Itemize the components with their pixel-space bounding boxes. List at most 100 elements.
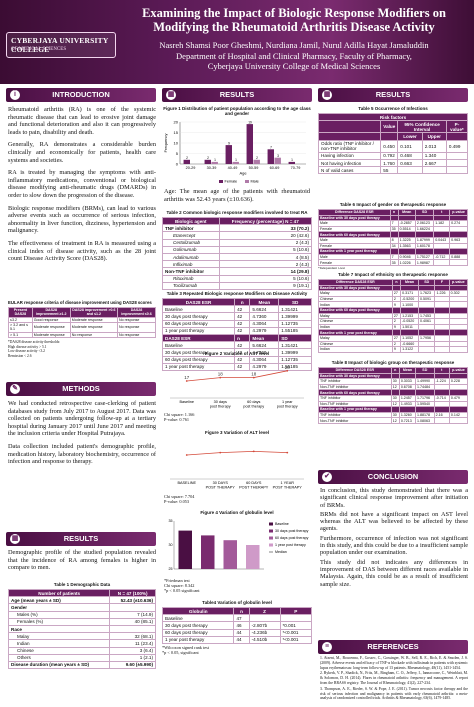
eular-table: Present DAS28 DAS28 improvement ≥1.2 DAS28… (8, 307, 156, 339)
table-row: Non-TNF inhibitor 12 0.7213 1.08063 (318, 417, 469, 424)
intro-p3: RA is treated by managing the symptoms w… (8, 169, 156, 199)
legend-swatch (219, 180, 223, 183)
bar-male (211, 161, 218, 164)
table-header-cell: n (233, 606, 250, 616)
table-cell (445, 158, 469, 168)
eular-notes: *DAS28 disease activity thresholds: High … (8, 340, 156, 358)
intro-p4: Biologic response modifiers (BRMs), can … (8, 204, 156, 235)
table-cell: 42 (234, 341, 251, 350)
table-cell: No response (117, 331, 156, 339)
table-cell: 5.6624 (249, 305, 280, 314)
table-cell: 0.3033 (398, 378, 417, 385)
table-cell: 2.013 (421, 139, 447, 153)
table-cell: Indian (7, 639, 111, 648)
table-cell: 1 year post therapy (161, 635, 235, 644)
biologic-group-response-table: Difference DAS28 ESR n Mean SD t p-value Base… (318, 367, 469, 424)
bar-value-label: 2 (186, 156, 188, 160)
table-row: Baseline with 60 days post therapy (318, 307, 469, 314)
table-cell: 52.43 (±10.636) (109, 596, 156, 605)
table-row: TNF inhibitor 30 1.3260 1.88178 2.16 0.142 (318, 411, 469, 419)
table-row: Baseline 42 5.6624 1.31421 (161, 341, 312, 350)
legend-label: 30 days post therapy (275, 529, 309, 533)
note-line: High disease activity > 5.1 (8, 344, 47, 349)
table-cell: 14 (29.8) (218, 267, 313, 276)
table-cell: Age (mean years ± SD) (7, 596, 111, 605)
table-header-cell: p-value (448, 279, 469, 286)
table-cell: SD (278, 333, 312, 343)
gender-response-table: Difference DAS28 ESR n Mean SD t p-value Base… (318, 209, 468, 266)
table-cell: 27 (391, 312, 402, 320)
table-header-cell (317, 132, 382, 141)
table-cell: 47 (233, 614, 250, 623)
table-cell (445, 166, 469, 175)
bar-male (274, 157, 281, 164)
x-tick-label: POST THERAPY (273, 486, 303, 490)
fig4-notes: *Friedman test Chi square: 8.342 *p < 0.05… (164, 578, 244, 594)
table-cell: Indian (318, 346, 393, 353)
table-cell (448, 417, 469, 424)
biologic-agents-table: Biologic agent Frequency (percentage) N =… (162, 216, 313, 290)
table-cell: 27 (391, 334, 402, 342)
table-header-cell: Number of patients (7, 588, 111, 598)
table-header-cell: DAS28 improvement >0.6 and ≤1.2 (69, 307, 119, 318)
table-cell: Infliximab (162, 260, 220, 269)
table-cell: Moderate response (69, 322, 119, 333)
table-cell: 46 (233, 621, 250, 630)
table-cell (448, 301, 469, 308)
table-cell (448, 340, 469, 348)
table-row: Malay 32 (68.1) (7, 632, 156, 641)
poster-header: CYBERJAYA UNIVERSITY COLLEGE OF MEDICAL … (0, 0, 474, 84)
table-cell: 1.31421 (278, 341, 312, 350)
table-row: Malay 27 0.3171 1.7623 1.226 0.302 (318, 290, 469, 297)
table-row: Indian 9 1.3122 (318, 346, 469, 353)
data-point (286, 451, 289, 454)
table-cell: 1.2457 (398, 395, 417, 402)
x-tick-label: POST THERAPY (239, 486, 269, 490)
table-row: Baseline with 30 days post therapy (318, 284, 469, 292)
table-cell: 30 days post therapy (161, 312, 236, 321)
table-cell: Others (7, 653, 111, 662)
table-cell: 1.08063 (415, 417, 435, 424)
data-point (185, 454, 188, 456)
table-cell (448, 323, 469, 331)
table-header-cell: P (279, 606, 313, 616)
x-tick-label: 20-29 (186, 166, 196, 170)
table-row: Non-TNF inhibitor 12 0.6708 1.74484 (318, 383, 469, 391)
table-cell: 2.16 (433, 411, 450, 419)
department: Department of Hospital and Clinical Phar… (176, 50, 412, 61)
table-row: Baseline with 30 days post therapy (318, 372, 469, 380)
table-row: Age (mean years ± SD) 52.43 (±10.636) (7, 596, 156, 605)
table-row: N of valid cases 55 (317, 166, 469, 175)
intro-p5: The effectiveness of treatment in RA is … (8, 239, 156, 263)
fig1-caption: Figure 1 Distribution of patient populat… (163, 106, 311, 116)
table4-notes: *Wilcoxon signed rank test *p < 0.05, sig… (162, 645, 312, 655)
table-cell: -2.807b (248, 621, 281, 630)
table-cell: 4.7360 (249, 312, 280, 321)
data-label: 18 (251, 372, 257, 377)
table-cell: 0.5091 (417, 295, 436, 303)
table-cell: 60 days post therapy (161, 319, 236, 328)
table-cell: 0.7213 (398, 417, 417, 424)
table-cell (448, 329, 469, 336)
conclusion-p2: BRMs did not have a significant impact o… (320, 510, 468, 533)
data-point (219, 376, 222, 379)
table-cell: Having infection (317, 151, 382, 160)
table-cell (417, 284, 436, 292)
table-cell: -1.224 (433, 378, 450, 385)
logo-name: CYBERJAYA UNIVERSITY COLLEGE (11, 36, 109, 54)
table4-caption: Table4 Variation of globulin level (202, 600, 272, 605)
table-cell (433, 383, 450, 391)
table-cell: Baseline (161, 341, 236, 350)
table-cell: 9 (391, 301, 402, 308)
table-cell: 1 (2.1) (109, 653, 156, 662)
bar-female (246, 124, 253, 164)
table-cell (279, 614, 313, 623)
data-label: 18 (218, 372, 224, 377)
bar-value-label: 2 (207, 156, 209, 160)
table-cell (433, 406, 450, 413)
table6-caption: Table 6 Impact of gender on therapeutic … (339, 202, 447, 207)
table-header-cell: Globulin (161, 606, 235, 616)
table-cell (448, 372, 469, 380)
table-cell (448, 334, 469, 342)
